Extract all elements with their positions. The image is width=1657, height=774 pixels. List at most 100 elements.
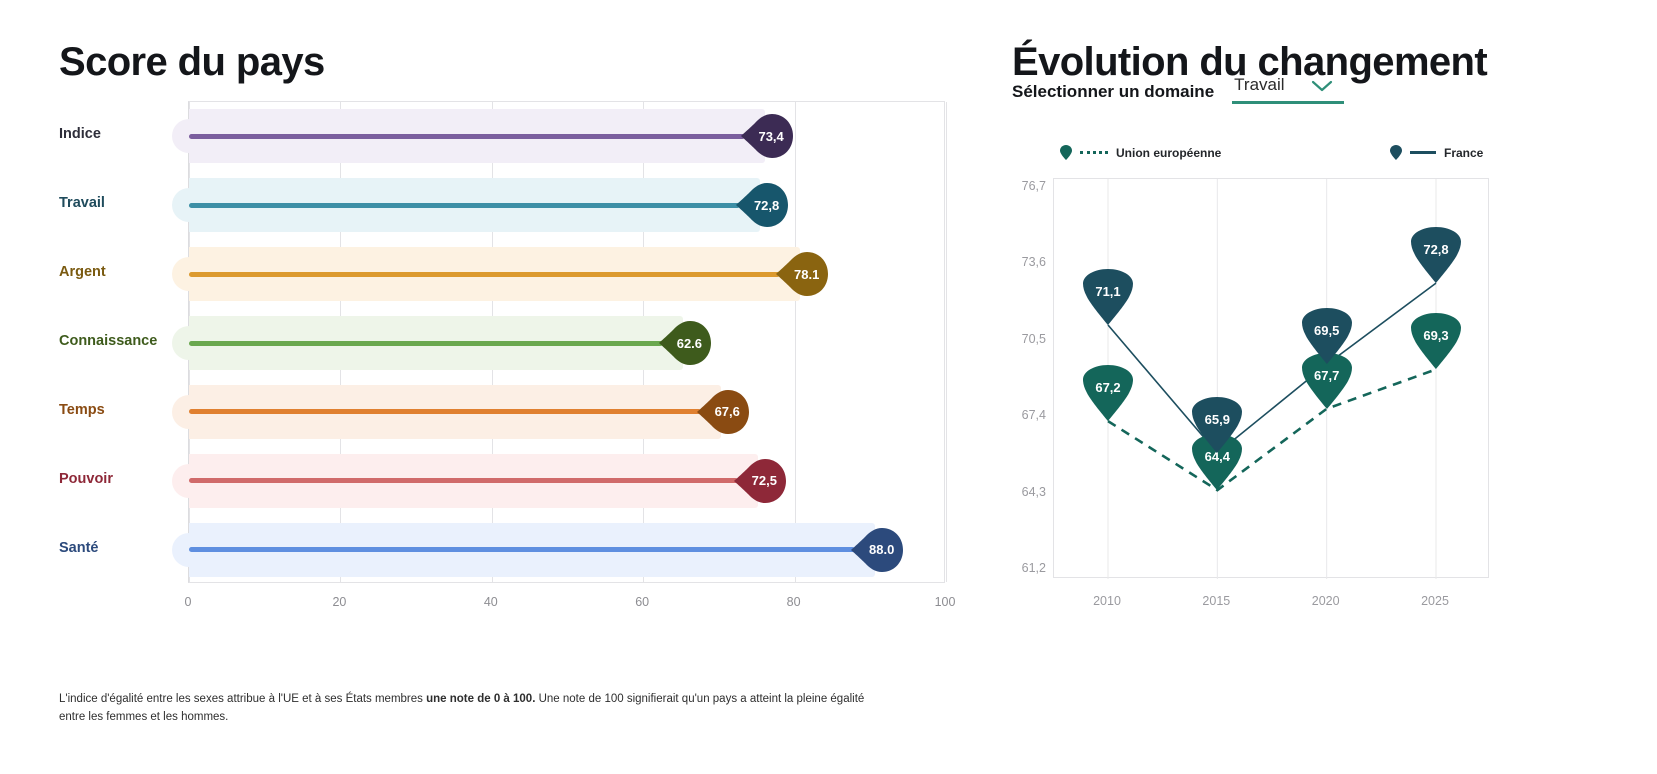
marker-value: 65,9 (1204, 412, 1230, 428)
evolution-title: Évolution du changement (1012, 39, 1488, 84)
value-marker[interactable]: 78.1 (776, 251, 830, 297)
category-label: Temps (59, 401, 105, 418)
map-pin-icon (1083, 365, 1133, 422)
footnote: L'indice d'égalité entre les sexes attri… (59, 690, 869, 728)
chevron-down-icon (1311, 79, 1333, 92)
category-label-list: Indice Travail Argent Connaissance Temps Pouv… (59, 101, 183, 583)
marker-value: 71,1 (1095, 284, 1121, 299)
gridline (794, 102, 796, 582)
marker-value: 67,2 (1095, 380, 1121, 396)
x-tick-label: 0 (184, 595, 192, 609)
value-line (189, 340, 663, 346)
value-line (189, 271, 781, 277)
legend-label: Union européenne (1116, 145, 1222, 160)
country-score-chart: Indice Travail Argent Connaissance Temps Pouv… (59, 101, 956, 631)
value-line (189, 133, 745, 139)
pin-icon (696, 389, 749, 434)
y-tick-label: 70,5 (1021, 331, 1046, 346)
domain-selector-label: Sélectionner un domaine (1012, 82, 1215, 101)
value-line (189, 202, 741, 208)
value-marker[interactable]: 62.6 (658, 320, 713, 366)
data-point-marker[interactable]: 64,4 (1192, 434, 1243, 491)
footnote-bold: une note de 0 à 100. (426, 692, 536, 705)
domain-select[interactable]: Travail (1232, 74, 1345, 104)
map-pin-icon (1301, 308, 1352, 365)
legend-line-swatch (1410, 151, 1436, 154)
data-point-marker[interactable]: 71,1 (1083, 269, 1133, 325)
page-title: Score du pays (59, 39, 325, 84)
data-point-marker[interactable]: 69,3 (1411, 313, 1461, 370)
x-tick-label-year: 2015 (1202, 594, 1231, 608)
category-label: Argent (59, 264, 106, 281)
x-tick-label-year: 2025 (1421, 594, 1449, 608)
y-tick-label: 61,2 (1021, 561, 1046, 575)
legend-item[interactable]: Union européenne (1060, 145, 1221, 160)
value-marker[interactable]: 67,6 (696, 389, 751, 435)
marker-value: 72,5 (751, 473, 777, 489)
data-point-marker[interactable]: 72,8 (1411, 227, 1461, 284)
data-point-marker[interactable]: 65,9 (1192, 397, 1243, 454)
pin-icon (851, 527, 904, 572)
category-label: Connaissance (59, 333, 158, 349)
legend-pin-icon (1060, 145, 1072, 160)
marker-value: 72,8 (1423, 242, 1449, 258)
x-tick-label: 60 (635, 595, 650, 609)
x-tick-label: 100 (934, 595, 956, 609)
category-label: Santé (59, 539, 99, 556)
marker-value: 72,8 (753, 197, 780, 213)
x-axis-ticks-years: 2010 2015 2020 2025 (1053, 584, 1489, 614)
x-tick-label-year: 2020 (1311, 594, 1340, 608)
lollipop-plot-area: 73,4 72,8 78.1 62.6 67,6 72,5 88.0 (172, 101, 947, 583)
pin-icon (658, 321, 711, 365)
marker-value: 88.0 (869, 542, 895, 558)
category-label: Pouvoir (59, 470, 113, 487)
lollipop-rows: 73,4 72,8 78.1 62.6 67,6 72,5 88.0 (172, 102, 944, 582)
data-point-marker[interactable]: 67,2 (1083, 365, 1133, 422)
data-point-marker[interactable]: 69,5 (1301, 308, 1352, 365)
value-marker[interactable]: 72,8 (736, 182, 790, 228)
value-marker[interactable]: 72,5 (733, 458, 788, 504)
map-pin-icon (1411, 313, 1461, 370)
marker-value: 78.1 (794, 266, 820, 282)
legend-pin-icon (1390, 145, 1402, 160)
x-tick-label: 80 (786, 595, 801, 609)
y-axis-ticks: 76,7 73,6 70,5 67,4 64,3 61,2 (1000, 178, 1046, 578)
category-label: Travail (59, 195, 105, 212)
marker-value: 73,4 (758, 128, 784, 144)
y-tick-label: 67,4 (1021, 408, 1046, 423)
x-axis-ticks: 0 20 40 60 80 100 (184, 587, 956, 617)
value-marker[interactable]: 88.0 (851, 527, 905, 573)
pin-icon (733, 458, 786, 503)
x-tick-label-year: 2010 (1093, 594, 1121, 608)
country-score-panel: Score du pays Indice Travail Argent Connais… (59, 39, 956, 631)
marker-value: 64,4 (1204, 449, 1230, 465)
map-pin-icon (1192, 397, 1243, 454)
gridline (946, 102, 947, 582)
data-point-marker[interactable]: 67,7 (1301, 352, 1352, 409)
value-marker[interactable]: 73,4 (740, 113, 795, 159)
footnote-part2: Une note de 100 signifierait qu'un pays … (59, 692, 865, 724)
line-plot-area: 67,2 64,4 67,7 69,3 71,1 65,9 69,5 72,8 (1053, 178, 1489, 579)
y-tick-label: 76,7 (1021, 179, 1046, 193)
map-pin-icon (1301, 352, 1352, 409)
marker-value: 67,7 (1314, 367, 1340, 383)
value-line (189, 409, 701, 415)
pin-icon (740, 114, 793, 159)
change-evolution-panel: Évolution du changement Sélectionner un … (1000, 0, 1657, 680)
marker-value: 69,3 (1423, 328, 1449, 344)
marker-value: 67,6 (714, 404, 740, 420)
pin-icon (736, 183, 789, 228)
value-line (189, 478, 738, 484)
evolution-line-chart: 76,7 73,6 70,5 67,4 64,3 61,2 67,2 64,4 67,7 69,… (1000, 170, 1560, 630)
legend-item[interactable]: France (1390, 145, 1483, 160)
y-tick-label: 73,6 (1021, 255, 1046, 270)
map-pin-icon (1083, 269, 1133, 325)
map-pin-icon (1411, 227, 1461, 284)
y-tick-label: 64,3 (1021, 484, 1046, 499)
marker-value: 62.6 (676, 335, 703, 351)
legend-line-swatch (1080, 151, 1108, 154)
category-label: Indice (59, 126, 101, 143)
x-tick-label: 40 (483, 595, 498, 609)
x-tick-label: 20 (332, 595, 347, 609)
